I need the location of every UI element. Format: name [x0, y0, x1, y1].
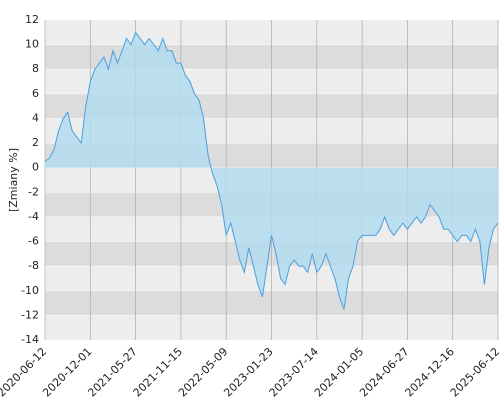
y-tick-label: 4 [32, 111, 39, 124]
y-tick-label: -12 [21, 308, 39, 321]
y-tick-label: -4 [28, 210, 39, 223]
y-tick-label: -10 [21, 284, 39, 297]
y-tick-label: -6 [28, 235, 39, 248]
y-tick-label: -14 [21, 333, 39, 346]
line [44, 31, 499, 310]
y-tick-label: 8 [32, 62, 39, 75]
y-tick-label: 0 [32, 161, 39, 174]
y-tick-label: 10 [25, 38, 39, 51]
y-tick-label: -8 [28, 259, 39, 272]
y-tick-label: 12 [25, 13, 39, 26]
y-tick-label: 2 [32, 136, 39, 149]
area [45, 32, 498, 310]
y-tick-label: -2 [28, 185, 39, 198]
y-tick-label: 6 [32, 87, 39, 100]
y-axis-label: [Zmiany %] [7, 148, 20, 212]
